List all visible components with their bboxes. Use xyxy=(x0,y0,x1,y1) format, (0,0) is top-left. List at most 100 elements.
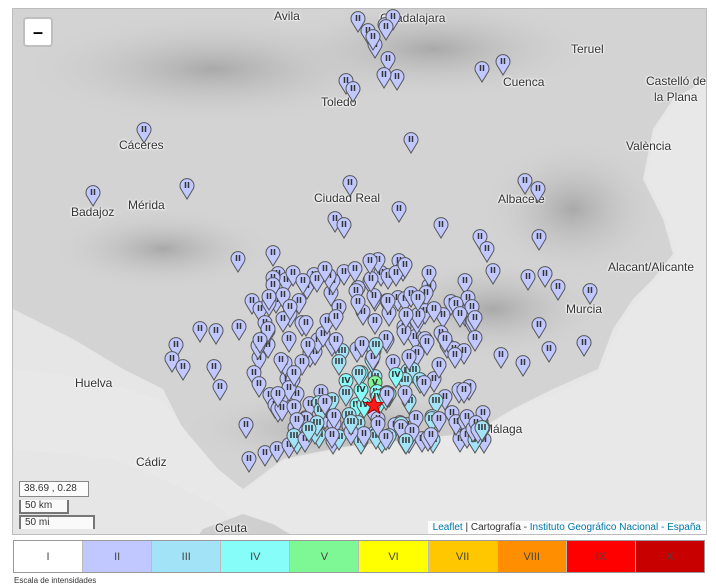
intensity-marker-pin-icon[interactable]: II xyxy=(520,269,536,291)
intensity-marker-pin-icon[interactable]: II xyxy=(300,337,316,359)
intensity-marker-pin-icon[interactable]: II xyxy=(328,309,344,331)
intensity-marker-pin-icon[interactable]: II xyxy=(389,69,405,91)
intensity-marker-pin-icon[interactable]: II xyxy=(457,273,473,295)
intensity-marker-pin-icon[interactable]: III xyxy=(398,433,414,455)
intensity-marker-pin-icon[interactable]: II xyxy=(378,19,394,41)
intensity-marker-pin-icon[interactable]: II xyxy=(257,445,273,467)
intensity-marker-pin-icon[interactable]: II xyxy=(246,365,262,387)
intensity-marker-pin-icon[interactable]: III xyxy=(474,420,490,442)
intensity-marker-pin-icon[interactable]: II xyxy=(495,54,511,76)
intensity-marker-pin-icon[interactable]: II xyxy=(421,265,437,287)
leaflet-link[interactable]: Leaflet xyxy=(432,522,463,533)
intensity-marker-pin-icon[interactable]: II xyxy=(350,294,366,316)
intensity-marker-pin-icon[interactable]: II xyxy=(397,257,413,279)
intensity-marker-pin-icon[interactable]: II xyxy=(208,323,224,345)
intensity-marker-pin-icon[interactable]: II xyxy=(231,319,247,341)
intensity-marker-pin-icon[interactable]: II xyxy=(472,229,488,251)
intensity-marker-pin-icon[interactable]: II xyxy=(398,307,414,329)
intensity-marker-pin-icon[interactable]: II xyxy=(348,283,364,305)
intensity-marker-pin-icon[interactable]: II xyxy=(447,347,463,369)
intensity-marker-pin-icon[interactable]: II xyxy=(281,331,297,353)
intensity-marker-pin-icon[interactable]: II xyxy=(265,245,281,267)
intensity-marker-pin-icon[interactable]: II xyxy=(252,332,268,354)
intensity-marker-pin-icon[interactable]: II xyxy=(136,122,152,144)
intensity-marker-pin-icon[interactable]: II xyxy=(328,332,344,354)
intensity-marker-pin-icon[interactable]: IV xyxy=(388,367,404,389)
intensity-marker-pin-icon[interactable]: II xyxy=(366,288,382,310)
intensity-marker-pin-icon[interactable]: II xyxy=(408,410,424,432)
zoom-out-button[interactable]: – xyxy=(23,17,53,47)
intensity-marker-pin-icon[interactable]: II xyxy=(168,337,184,359)
intensity-marker-pin-icon[interactable]: II xyxy=(326,408,342,430)
intensity-marker-pin-icon[interactable]: II xyxy=(350,11,366,33)
intensity-marker-pin-icon[interactable]: II xyxy=(385,9,401,31)
intensity-marker-pin-icon[interactable]: II xyxy=(265,277,281,299)
intensity-marker-pin-icon[interactable]: III xyxy=(343,414,359,436)
intensity-marker-pin-icon[interactable]: II xyxy=(456,382,472,404)
intensity-marker-pin-icon[interactable]: II xyxy=(479,241,495,263)
intensity-marker-pin-icon[interactable]: II xyxy=(376,67,392,89)
intensity-marker-pin-icon[interactable]: II xyxy=(517,173,533,195)
intensity-marker-pin-icon[interactable]: IV xyxy=(338,373,354,395)
intensity-marker-pin-icon[interactable]: II xyxy=(493,347,509,369)
intensity-marker-pin-icon[interactable]: II xyxy=(289,412,305,434)
intensity-marker-pin-icon[interactable]: II xyxy=(437,331,453,353)
intensity-marker-pin-icon[interactable]: II xyxy=(260,321,276,343)
intensity-marker-pin-icon[interactable]: II xyxy=(179,178,195,200)
intensity-marker-pin-icon[interactable]: II xyxy=(212,379,228,401)
intensity-marker-pin-icon[interactable]: III xyxy=(368,337,384,359)
intensity-marker-pin-icon[interactable]: II xyxy=(345,81,361,103)
intensity-marker-pin-icon[interactable]: II xyxy=(347,261,363,283)
intensity-marker-pin-icon[interactable]: II xyxy=(342,175,358,197)
intensity-marker-pin-icon[interactable]: II xyxy=(367,313,383,335)
intensity-marker-pin-icon[interactable]: II xyxy=(431,357,447,379)
intensity-marker-pin-icon[interactable]: II xyxy=(403,132,419,154)
intensity-marker-pin-icon[interactable]: II xyxy=(404,423,420,445)
intensity-marker-pin-icon[interactable]: II xyxy=(467,310,483,332)
intensity-marker-pin-icon[interactable]: II xyxy=(485,263,501,285)
intensity-marker-pin-icon[interactable]: II xyxy=(362,253,378,275)
intensity-marker-pin-icon[interactable]: II xyxy=(273,352,289,374)
intensity-marker-pin-icon[interactable]: II xyxy=(294,354,310,376)
intensity-marker-pin-icon[interactable]: II xyxy=(576,335,592,357)
intensity-marker-pin-icon[interactable]: II xyxy=(378,429,394,451)
intensity-marker-pin-icon[interactable]: II xyxy=(238,417,254,439)
intensity-marker-pin-icon[interactable]: II xyxy=(286,365,302,387)
intensity-marker-pin-icon[interactable]: II xyxy=(416,375,432,397)
intensity-marker-pin-icon[interactable]: II xyxy=(448,296,464,318)
intensity-marker-pin-icon[interactable]: II xyxy=(391,201,407,223)
intensity-marker-pin-icon[interactable]: II xyxy=(286,399,302,421)
intensity-marker-pin-icon[interactable]: II xyxy=(270,386,286,408)
intensity-map[interactable]: Avila Guadalajara Teruel Castelló de la … xyxy=(12,8,707,535)
intensity-marker-pin-icon[interactable]: II xyxy=(531,229,547,251)
intensity-marker-pin-icon[interactable]: II xyxy=(380,293,396,315)
intensity-marker-pin-icon[interactable]: III xyxy=(338,385,354,407)
intensity-marker-pin-icon[interactable]: II xyxy=(282,299,298,321)
intensity-marker-pin-icon[interactable]: II xyxy=(541,341,557,363)
intensity-marker-pin-icon[interactable]: II xyxy=(251,376,267,398)
epicenter-star-icon[interactable] xyxy=(364,395,384,415)
intensity-marker-pin-icon[interactable]: II xyxy=(537,266,553,288)
intensity-marker-pin-icon[interactable]: III xyxy=(301,421,317,443)
intensity-marker-pin-icon[interactable]: II xyxy=(295,273,311,295)
intensity-marker-pin-icon[interactable]: II xyxy=(356,426,372,448)
intensity-marker-pin-icon[interactable]: II xyxy=(275,311,291,333)
intensity-marker-pin-icon[interactable]: II xyxy=(452,306,468,328)
intensity-marker-pin-icon[interactable]: II xyxy=(410,290,426,312)
intensity-marker-pin-icon[interactable]: II xyxy=(230,251,246,273)
intensity-marker-pin-icon[interactable]: II xyxy=(475,405,491,427)
intensity-marker-pin-icon[interactable]: III xyxy=(428,393,444,415)
intensity-marker-pin-icon[interactable]: II xyxy=(530,181,546,203)
intensity-marker-pin-icon[interactable]: II xyxy=(531,317,547,339)
intensity-marker-pin-icon[interactable]: III xyxy=(351,365,367,387)
intensity-marker-pin-icon[interactable]: II xyxy=(379,386,395,408)
intensity-marker-pin-icon[interactable]: II xyxy=(241,451,257,473)
intensity-marker-pin-icon[interactable]: II xyxy=(515,355,531,377)
intensity-marker-pin-icon[interactable]: II xyxy=(324,427,340,449)
intensity-marker-pin-icon[interactable]: II xyxy=(426,301,442,323)
intensity-marker-pin-icon[interactable]: II xyxy=(370,416,386,438)
intensity-marker-pin-icon[interactable]: II xyxy=(298,315,314,337)
intensity-marker-pin-icon[interactable]: II xyxy=(85,185,101,207)
intensity-marker-pin-icon[interactable]: II xyxy=(175,359,191,381)
intensity-marker-pin-icon[interactable]: II xyxy=(385,354,401,376)
